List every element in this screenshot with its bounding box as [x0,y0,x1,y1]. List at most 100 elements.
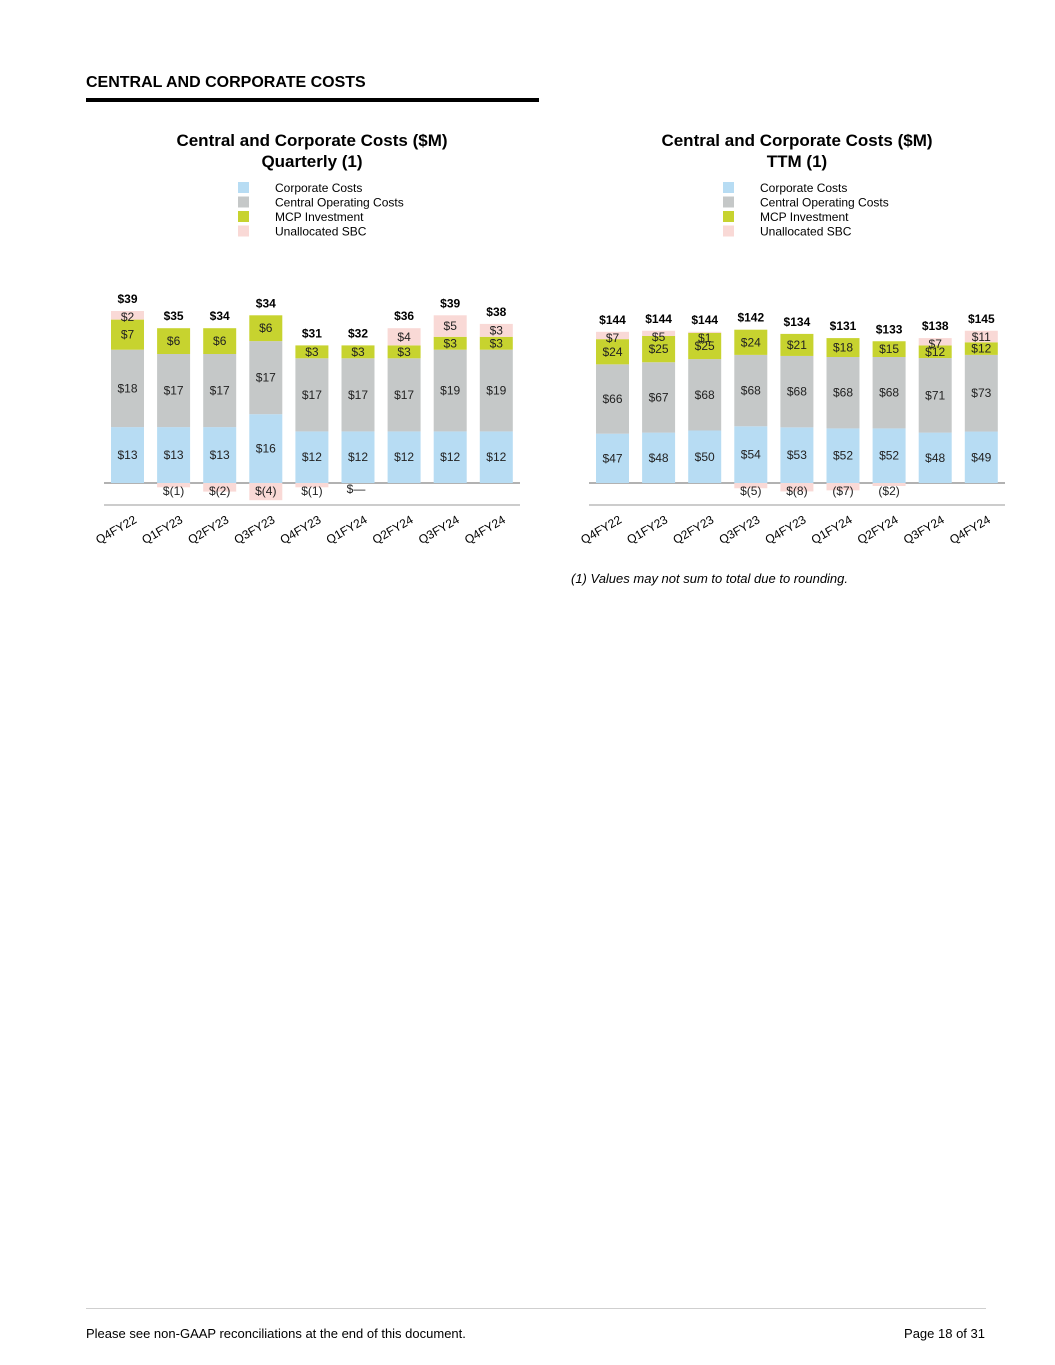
ttm-label-central-operating-costs-Q1FY24: $68 [833,386,853,400]
ttm-label-unallocated-sbc-Q1FY23: $5 [652,330,666,344]
quarterly-label-mcp-investment-Q3FY23: $6 [259,321,273,335]
quarterly-label-mcp-investment-Q2FY24: $3 [397,345,411,359]
quarterly-bar-central-operating-costs-Q2FY23 [203,354,237,428]
quarterly-bar-unallocated-sbc-Q3FY23 [249,483,283,501]
quarterly-bar-unallocated-sbc-Q2FY23 [203,483,237,492]
quarterly-bar-mcp-investment-Q4FY22 [111,319,144,350]
quarterly-bar-mcp-investment-Q2FY23 [203,328,237,354]
quarterly-bar-mcp-investment-Q3FY23 [249,315,283,342]
ttm-label-corporate-costs-Q4FY24: $49 [971,450,991,464]
quarterly-label-mcp-investment-Q1FY24: $3 [351,345,365,359]
ttm-total-label-Q4FY22: $144 [599,313,626,327]
footer-note: Please see non-GAAP reconciliations at t… [86,1326,466,1341]
ttm-legend-swatch-sbc [723,225,734,237]
quarterly-label-mcp-investment-Q4FY23: $3 [305,345,319,359]
ttm-label-central-operating-costs-Q4FY24: $73 [971,386,991,400]
ttm-label-corporate-costs-Q2FY23: $50 [695,450,715,464]
ttm-bar-corporate-costs-Q4FY23 [780,427,814,483]
ttm-bar-central-operating-costs-Q2FY24 [872,357,906,429]
ttm-bar-unallocated-sbc-Q3FY23 [734,483,768,489]
ttm-chart: Central and Corporate Costs ($M) TTM (1) C… [567,120,1027,600]
quarterly-x-tick-Q1FY24: Q1FY24 [324,512,370,547]
quarterly-label-central-operating-costs-Q2FY23: $17 [210,384,230,398]
quarterly-x-tick-Q4FY22: Q4FY22 [93,512,139,547]
quarterly-bar-central-operating-costs-Q3FY23 [249,341,283,415]
ttm-bar-unallocated-sbc-Q4FY24 [964,330,998,343]
quarterly-bar-central-operating-costs-Q2FY24 [387,358,421,432]
ttm-bar-unallocated-sbc-Q4FY23 [780,483,814,492]
ttm-label-mcp-investment-Q2FY23: $25 [695,339,715,353]
ttm-bar-unallocated-sbc-Q1FY23 [642,330,676,336]
ttm-x-tick-Q3FY24: Q3FY24 [901,512,947,547]
quarterly-bar-unallocated-sbc-Q1FY23 [157,483,191,488]
quarterly-bar-corporate-costs-Q3FY23 [249,414,283,483]
ttm-total-label-Q4FY24: $145 [968,312,995,326]
ttm-label-unallocated-sbc-Q4FY23: $(8) [786,484,807,498]
ttm-label-corporate-costs-Q4FY23: $53 [787,448,807,462]
ttm-bar-corporate-costs-Q1FY23 [642,432,676,483]
quarterly-chart: Central and Corporate Costs ($M) Quarterl… [82,120,542,600]
ttm-bar-corporate-costs-Q2FY24 [872,428,906,483]
quarterly-legend-swatch-mcp [238,211,249,222]
quarterly-x-tick-Q2FY24: Q2FY24 [370,512,416,547]
ttm-bar-mcp-investment-Q4FY24 [964,342,998,355]
quarterly-label-unallocated-sbc-Q4FY24: $3 [490,323,504,337]
ttm-bar-mcp-investment-Q2FY24 [872,341,906,357]
ttm-label-corporate-costs-Q3FY23: $54 [741,448,761,462]
ttm-bar-central-operating-costs-Q4FY22 [596,364,629,434]
ttm-bar-unallocated-sbc-Q4FY22 [596,331,629,340]
ttm-legend-swatch-central [723,196,734,208]
quarterly-bar-unallocated-sbc-Q4FY24 [479,323,513,337]
ttm-bar-corporate-costs-Q4FY22 [596,433,629,483]
quarterly-x-tick-Q3FY24: Q3FY24 [416,512,462,547]
ttm-label-mcp-investment-Q1FY23: $25 [649,342,669,356]
quarterly-bar-corporate-costs-Q4FY22 [111,427,144,483]
quarterly-label-unallocated-sbc-Q4FY22: $2 [121,310,135,324]
ttm-label-mcp-investment-Q3FY23: $24 [741,335,761,349]
quarterly-label-unallocated-sbc-Q1FY23: $(1) [163,484,184,498]
ttm-bar-central-operating-costs-Q3FY24 [918,358,952,433]
quarterly-bar-corporate-costs-Q2FY24 [387,431,421,483]
ttm-label-mcp-investment-Q4FY23: $21 [787,338,807,352]
quarterly-label-central-operating-costs-Q1FY24: $17 [348,388,368,402]
quarterly-chart-svg: Central and Corporate Costs ($M) Quarterl… [93,131,520,547]
quarterly-legend-swatch-corporate [238,182,249,193]
quarterly-bar-corporate-costs-Q1FY23 [157,427,191,483]
quarterly-bar-unallocated-sbc-Q2FY24 [387,328,421,346]
quarterly-bar-corporate-costs-Q3FY24 [433,431,467,483]
quarterly-bar-central-operating-costs-Q1FY23 [157,354,191,428]
ttm-bar-central-operating-costs-Q4FY24 [964,354,998,432]
ttm-label-mcp-investment-Q2FY24: $15 [879,342,899,356]
ttm-x-tick-Q1FY23: Q1FY23 [624,512,670,547]
ttm-total-label-Q1FY24: $131 [830,319,857,333]
section-divider [86,98,539,102]
quarterly-total-label-Q2FY23: $34 [210,309,230,323]
ttm-x-tick-Q2FY24: Q2FY24 [855,512,901,547]
quarterly-x-tick-Q1FY23: Q1FY23 [139,512,185,547]
ttm-bar-corporate-costs-Q1FY24 [826,428,860,483]
quarterly-bar-corporate-costs-Q4FY24 [479,431,513,483]
quarterly-label-unallocated-sbc-Q1FY24: $— [347,482,366,496]
quarterly-label-central-operating-costs-Q2FY24: $17 [394,388,414,402]
quarterly-bar-central-operating-costs-Q1FY24 [341,358,375,432]
quarterly-label-corporate-costs-Q3FY24: $12 [440,450,460,464]
quarterly-label-central-operating-costs-Q3FY23: $17 [256,371,276,385]
quarterly-legend-label-corporate: Corporate Costs [275,181,362,195]
ttm-legend-label-sbc: Unallocated SBC [760,225,852,239]
ttm-label-central-operating-costs-Q2FY23: $68 [695,388,715,402]
quarterly-bar-corporate-costs-Q2FY23 [203,427,237,483]
quarterly-legend-swatch-sbc [238,225,249,237]
quarterly-label-mcp-investment-Q3FY24: $3 [444,336,458,350]
quarterly-label-unallocated-sbc-Q4FY23: $(1) [301,484,322,498]
ttm-x-tick-Q3FY23: Q3FY23 [717,512,763,547]
ttm-x-tick-Q4FY23: Q4FY23 [763,512,809,547]
quarterly-total-label-Q4FY24: $38 [486,305,506,319]
ttm-label-unallocated-sbc-Q3FY23: $(5) [740,484,761,498]
ttm-bar-unallocated-sbc-Q2FY23 [688,331,722,333]
ttm-label-unallocated-sbc-Q2FY23: $1 [698,331,712,345]
quarterly-label-mcp-investment-Q2FY23: $6 [213,334,227,348]
quarterly-label-mcp-investment-Q4FY24: $3 [490,336,504,350]
quarterly-x-tick-Q4FY24: Q4FY24 [462,512,508,547]
ttm-total-label-Q3FY23: $142 [737,311,764,325]
quarterly-bar-unallocated-sbc-Q4FY22 [111,311,144,320]
